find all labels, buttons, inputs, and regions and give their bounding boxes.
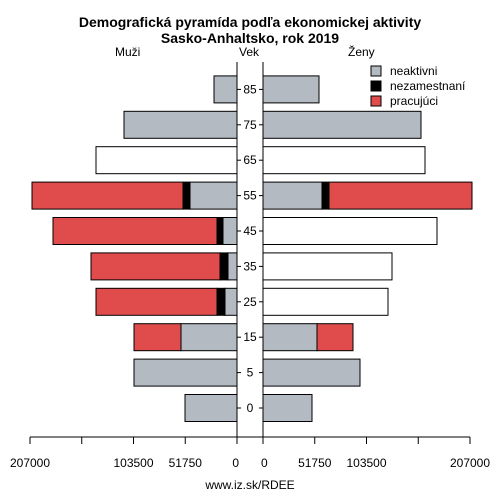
women-bar-pracujuci-age-15 <box>316 323 354 352</box>
women-x-label-0: 0 <box>261 456 268 470</box>
age-label-75: 75 <box>243 118 257 132</box>
men-x-label-103500: 103500 <box>113 456 153 470</box>
men-bar-neaktivni-age-65 <box>95 146 238 175</box>
women-bar-neaktivni-age-25 <box>262 287 389 316</box>
women-bar-neaktivni-age-5 <box>262 358 361 387</box>
men-bar-neaktivni-age-25 <box>224 287 238 316</box>
age-label-35: 35 <box>243 259 257 273</box>
legend-swatch-0 <box>370 65 382 77</box>
women-x-label-207000: 207000 <box>450 456 490 470</box>
age-label-0: 0 <box>247 401 254 415</box>
age-label-55: 55 <box>243 189 257 203</box>
men-bar-neaktivni-age-5 <box>133 358 238 387</box>
men-bar-nezamestnani-age-55 <box>182 181 191 210</box>
men-bar-neaktivni-age-15 <box>180 323 238 352</box>
men-x-label-51750: 51750 <box>169 456 203 470</box>
men-x-label-0: 0 <box>232 456 239 470</box>
chart-subtitle: Sasko-Anhaltsko, rok 2019 <box>160 30 340 46</box>
women-bar-neaktivni-age-65 <box>262 146 426 175</box>
women-label: Ženy <box>348 45 375 59</box>
men-bar-pracujuci-age-35 <box>90 252 221 281</box>
legend-label-1: nezamestnaní <box>390 79 466 93</box>
men-bar-pracujuci-age-25 <box>95 287 218 316</box>
men-bar-neaktivni-age-55 <box>189 181 238 210</box>
women-bar-neaktivni-age-35 <box>262 252 393 281</box>
men-bar-neaktivni-age-85 <box>213 75 238 104</box>
women-bar-nezamestnani-age-55 <box>321 181 330 210</box>
legend-swatch-1 <box>370 80 382 92</box>
age-label-15: 15 <box>243 330 257 344</box>
age-label-5: 5 <box>247 366 254 380</box>
men-bar-neaktivni-age-75 <box>123 110 238 139</box>
men-label: Muži <box>115 45 141 59</box>
chart-title: Demografická pyramída podľa ekonomickej … <box>78 14 422 30</box>
source-footer: www.iz.sk/RDEE <box>205 478 295 492</box>
age-label-25: 25 <box>243 295 257 309</box>
men-bar-pracujuci-age-15 <box>133 323 182 352</box>
men-bar-nezamestnani-age-25 <box>216 287 226 316</box>
men-bar-nezamestnani-age-35 <box>219 252 229 281</box>
women-bar-neaktivni-age-75 <box>262 110 422 139</box>
men-bar-neaktivni-age-0 <box>184 394 238 422</box>
men-bar-pracujuci-age-45 <box>52 217 218 245</box>
men-bar-pracujuci-age-55 <box>31 181 184 210</box>
age-axis-label: Vek <box>239 45 260 59</box>
men-x-label-207000: 207000 <box>10 456 50 470</box>
legend-label-0: neaktivni <box>390 64 437 78</box>
men-bar-neaktivni-age-35 <box>227 252 238 281</box>
age-label-65: 65 <box>243 153 257 167</box>
men-bar-neaktivni-age-45 <box>222 217 238 245</box>
women-bar-neaktivni-age-45 <box>262 217 438 245</box>
women-bar-neaktivni-age-15 <box>262 323 318 352</box>
age-label-45: 45 <box>243 224 257 238</box>
women-bar-neaktivni-age-85 <box>262 75 320 104</box>
legend-swatch-2 <box>370 95 382 107</box>
women-x-label-51750: 51750 <box>298 456 332 470</box>
age-label-85: 85 <box>243 82 257 96</box>
women-x-label-103500: 103500 <box>346 456 386 470</box>
women-bar-neaktivni-age-0 <box>262 394 313 422</box>
women-bar-neaktivni-age-55 <box>262 181 323 210</box>
men-bar-nezamestnani-age-45 <box>216 217 224 245</box>
legend-label-2: pracujúci <box>390 94 438 108</box>
women-bar-pracujuci-age-55 <box>328 181 473 210</box>
